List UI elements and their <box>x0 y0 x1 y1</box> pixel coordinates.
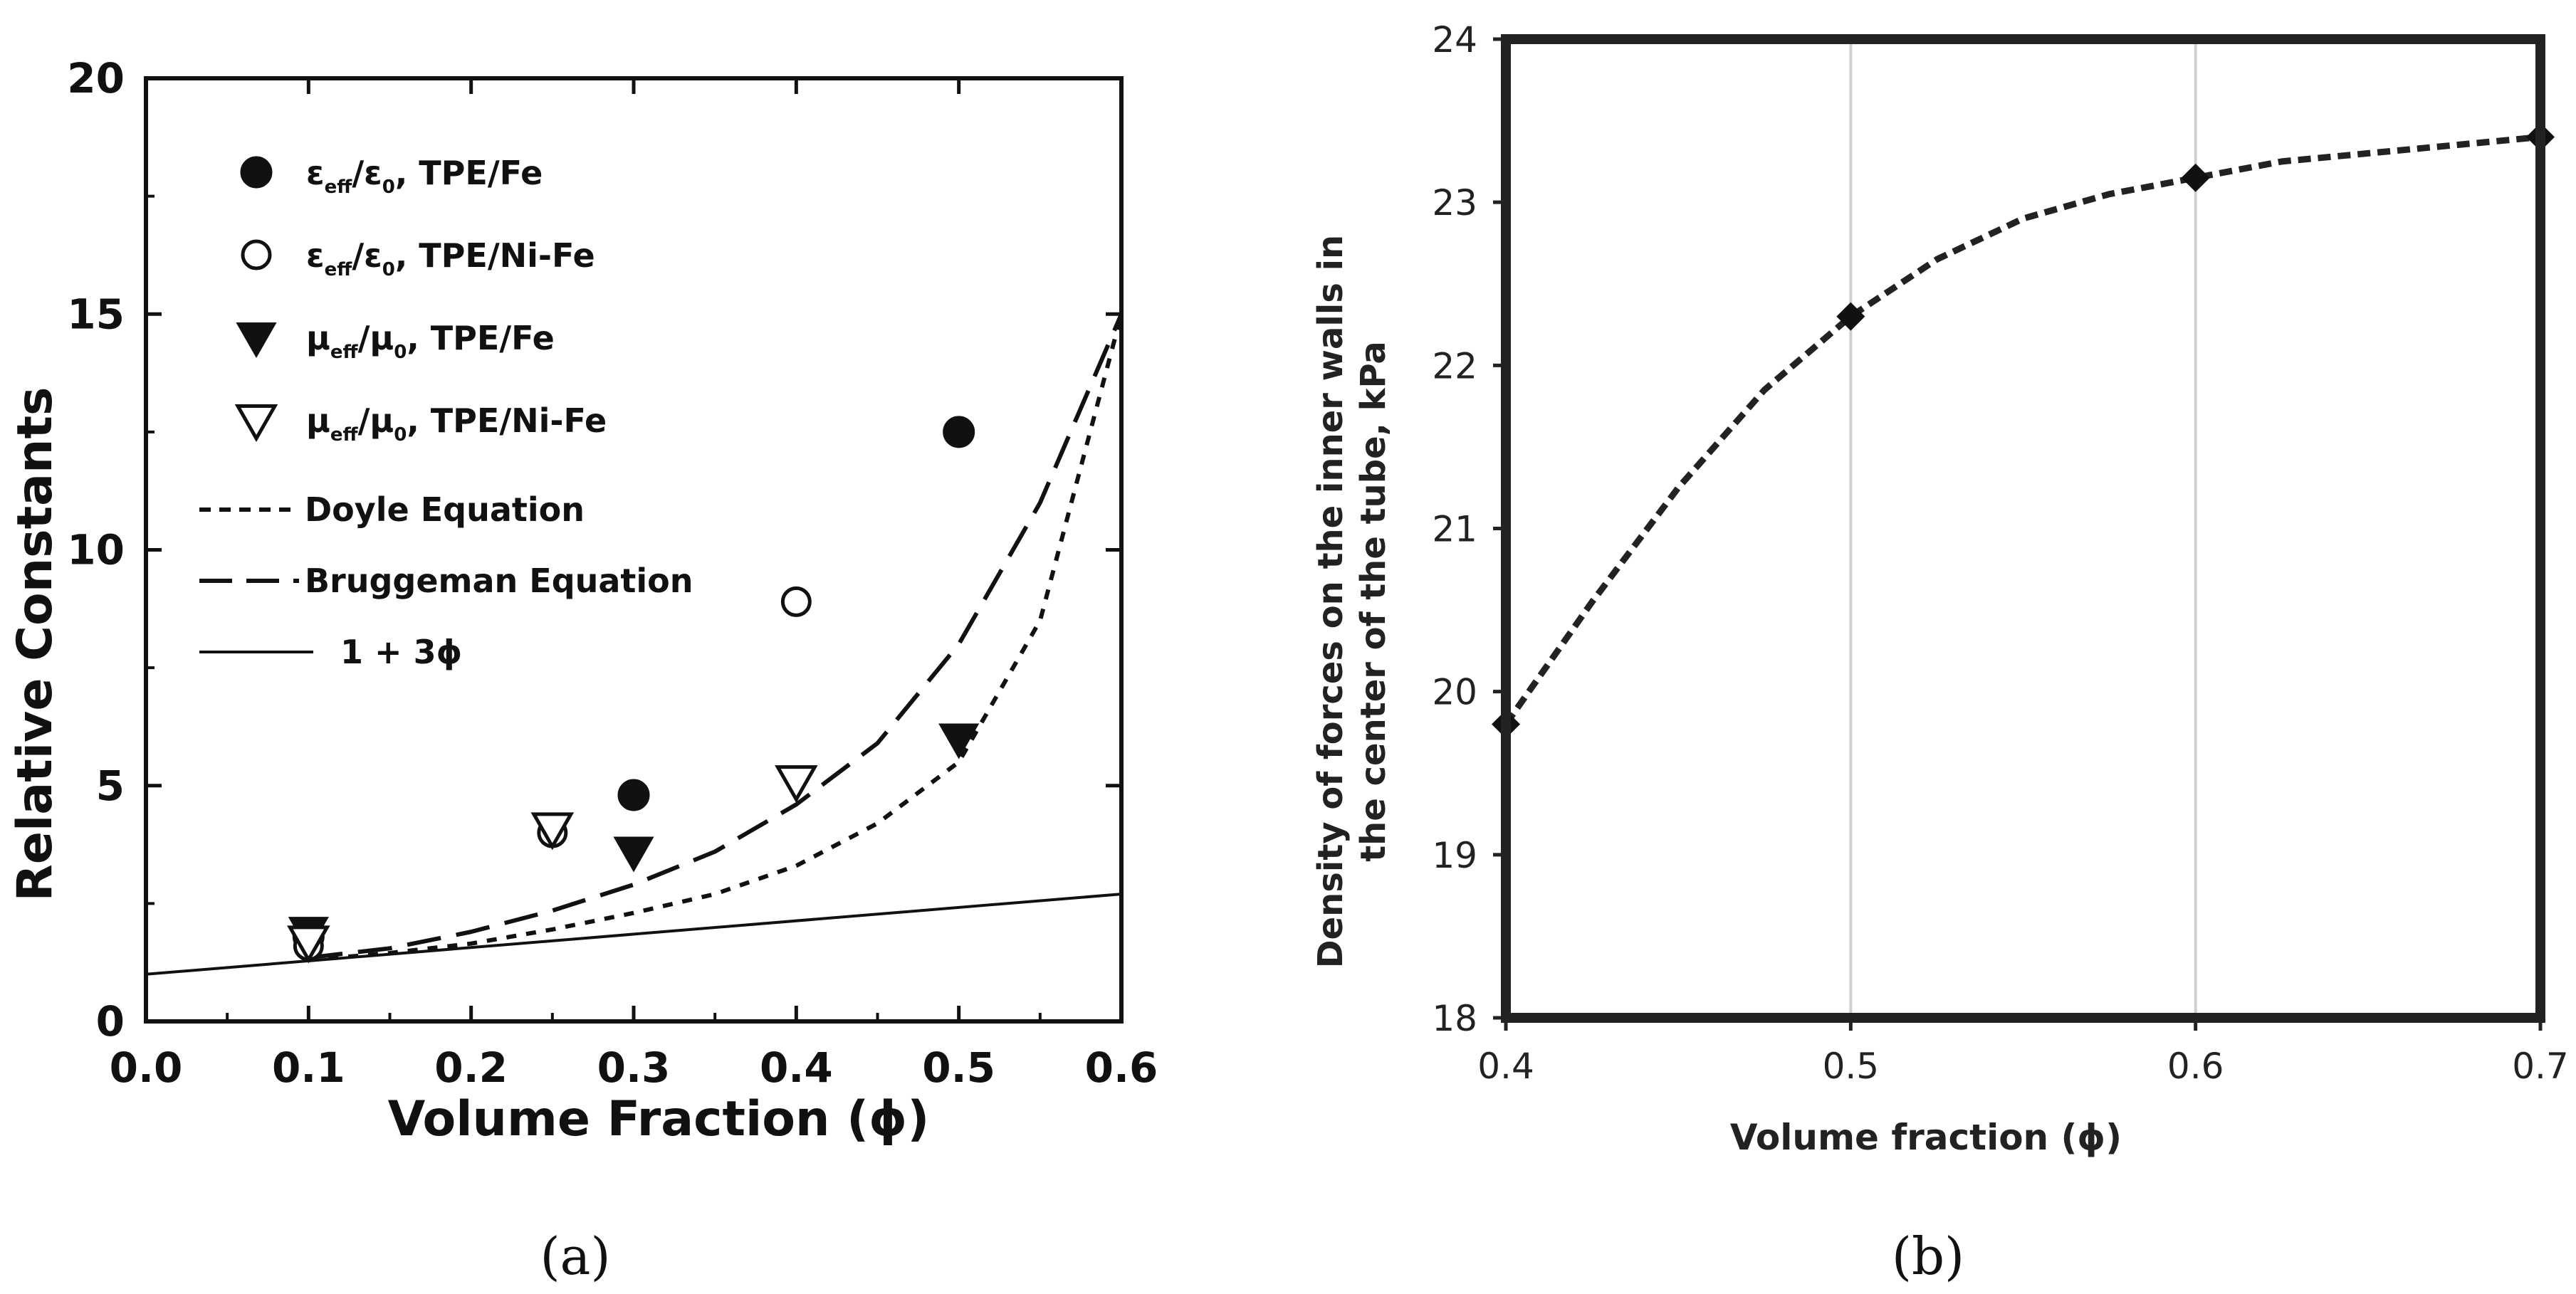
panel-a-legend-label: εeff/ε0, TPE/Ni-Fe <box>306 236 595 280</box>
legend-text: /ε <box>352 154 382 192</box>
panel-a-legend-marker-open-triangle-down <box>234 404 278 443</box>
panel-a-legend-line-label: Doyle Equation <box>305 490 585 529</box>
panel-a-point-filled-circle <box>943 416 975 448</box>
panel-b-point-diamond <box>2181 163 2210 192</box>
panel-a-y-tick-label: 20 <box>67 54 125 102</box>
panel-b-y-tick-label: 23 <box>1432 182 1477 223</box>
panel-a-axes: 0.0 0.1 0.2 0.3 0.4 0.5 0.6 0 5 10 15 20 <box>67 54 1158 1092</box>
panel-b-y-tick-label: 20 <box>1432 672 1477 713</box>
legend-text: ε <box>306 154 325 192</box>
panel-b-y-tick-label: 19 <box>1432 835 1477 876</box>
legend-subscript: 0 <box>382 177 395 198</box>
legend-text: μ <box>306 319 330 357</box>
panel-a-line-doyle-equation <box>308 313 1121 962</box>
panel-a-point-open-circle <box>780 586 812 617</box>
panel-a-legend-line-label: 1 + 3ϕ <box>340 633 462 671</box>
legend-subscript: eff <box>330 424 359 446</box>
panel-a-line-bruggeman-equation <box>308 313 1121 960</box>
panel-b-point-diamond <box>1836 302 1865 331</box>
panel-a-legend-label: μeff/μ0, TPE/Ni-Fe <box>306 401 607 446</box>
legend-subscript: eff <box>325 259 353 280</box>
legend-subscript: eff <box>325 177 353 198</box>
legend-text: , TPE/Fe <box>395 154 543 192</box>
panel-b: 0.4 0.5 0.6 0.7 18 19 20 21 22 23 24 Volume fracti… <box>1311 19 2569 1286</box>
legend-text: /μ <box>358 319 394 357</box>
panel-a-legend-marker-filled-triangle-down <box>236 322 277 359</box>
panel-a-legend-line-label: Bruggeman Equation <box>305 562 693 600</box>
legend-subscript: eff <box>330 342 359 363</box>
panel-a-point-open-triangle-down <box>775 765 818 804</box>
panel-a-legend-label: μeff/μ0, TPE/Fe <box>306 319 555 363</box>
panel-b-x-tick-label: 0.5 <box>1823 1046 1880 1087</box>
panel-a-x-tick-label: 0.4 <box>760 1043 833 1092</box>
legend-text: /μ <box>358 401 394 440</box>
panel-b-y-axis-label-line-1: Density of forces on the inner walls in <box>1311 235 1351 968</box>
panel-a-point-open-triangle-down <box>287 925 330 964</box>
panel-a-caption: (a) <box>540 1226 610 1286</box>
panel-a-plot-frame <box>144 76 1124 1024</box>
panel-b-caption: (b) <box>1892 1226 1964 1286</box>
legend-subscript: 0 <box>394 342 407 363</box>
legend-text: /ε <box>352 236 382 275</box>
panel-a-point-filled-triangle-down <box>613 836 654 873</box>
panel-b-plot-area <box>1492 39 2555 1018</box>
legend-subscript: 0 <box>382 259 395 280</box>
panel-b-y-tick-label: 22 <box>1432 345 1477 386</box>
panel-a-y-tick-label: 15 <box>67 290 125 338</box>
panel-a-legend-label: εeff/ε0, TPE/Fe <box>306 154 543 198</box>
panel-a-y-tick-label: 5 <box>96 762 125 810</box>
panel-b-y-tick-label: 21 <box>1432 509 1477 550</box>
panel-a-x-tick-label: 0.0 <box>110 1043 183 1092</box>
panel-a-point-filled-circle <box>617 779 650 811</box>
panel-b-x-tick-label: 0.6 <box>2167 1046 2224 1087</box>
panel-a-x-axis-label: Volume Fraction (ϕ) <box>388 1091 930 1147</box>
legend-text: , TPE/Ni-Fe <box>395 236 595 275</box>
panel-a-x-tick-label: 0.6 <box>1085 1043 1158 1092</box>
panel-b-y-axis-label-line-2: the center of the tube, kPa <box>1354 341 1393 862</box>
panel-b-y-tick-label: 24 <box>1432 19 1477 61</box>
panel-b-y-tick-label: 18 <box>1432 998 1477 1039</box>
panel-b-x-tick-label: 0.7 <box>2512 1046 2569 1087</box>
panel-b-x-tick-label: 0.4 <box>1477 1046 1534 1087</box>
panel-a-legend-marker-open-circle <box>241 239 272 270</box>
panel-b-series-line <box>1503 134 2541 727</box>
panel-b-x-axis-label: Volume fraction (ϕ) <box>1730 1117 2122 1158</box>
panel-b-axes: 0.4 0.5 0.6 0.7 18 19 20 21 22 23 24 <box>1432 19 2568 1087</box>
panel-a-y-tick-label: 0 <box>96 997 125 1046</box>
legend-subscript: 0 <box>394 424 407 446</box>
panel-b-plot-background <box>1506 39 2540 1018</box>
legend-text: , TPE/Ni-Fe <box>407 401 607 440</box>
panel-a-x-tick-label: 0.2 <box>434 1043 508 1092</box>
legend-text: , TPE/Fe <box>407 319 555 357</box>
legend-text: μ <box>306 401 330 440</box>
panel-a-point-filled-triangle-down <box>938 723 980 759</box>
panel-a-x-tick-label: 0.1 <box>272 1043 345 1092</box>
panel-a-legend-marker-filled-circle <box>240 156 273 189</box>
panel-a-x-tick-label: 0.3 <box>597 1043 671 1092</box>
panel-a-plot-area <box>146 313 1121 976</box>
panel-a-x-tick-label: 0.5 <box>922 1043 995 1092</box>
legend-text: ε <box>306 236 325 275</box>
panel-a-y-axis-label: Relative Constants <box>7 387 63 902</box>
panel-a-y-tick-label: 10 <box>67 526 125 574</box>
panel-a-point-open-triangle-down <box>530 812 575 851</box>
